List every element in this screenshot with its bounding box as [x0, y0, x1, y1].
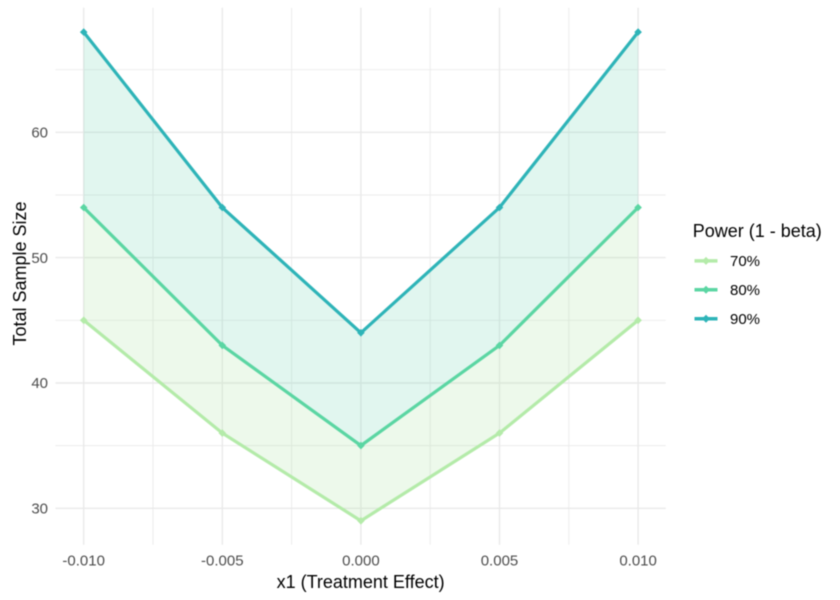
svg-text:90%: 90%: [730, 311, 760, 328]
svg-text:60: 60: [31, 125, 48, 142]
svg-text:50: 50: [31, 250, 48, 267]
svg-text:40: 40: [31, 375, 48, 392]
svg-text:0.010: 0.010: [619, 553, 657, 570]
svg-text:0.000: 0.000: [342, 553, 380, 570]
svg-text:x1 (Treatment Effect): x1 (Treatment Effect): [277, 572, 445, 592]
svg-text:-0.010: -0.010: [62, 553, 105, 570]
svg-text:Power (1 - beta): Power (1 - beta): [693, 221, 822, 241]
svg-text:80%: 80%: [730, 282, 760, 299]
svg-text:-0.005: -0.005: [201, 553, 244, 570]
svg-text:70%: 70%: [730, 253, 760, 270]
svg-text:0.005: 0.005: [481, 553, 519, 570]
svg-text:30: 30: [31, 501, 48, 518]
svg-text:Total Sample Size: Total Sample Size: [10, 201, 30, 345]
